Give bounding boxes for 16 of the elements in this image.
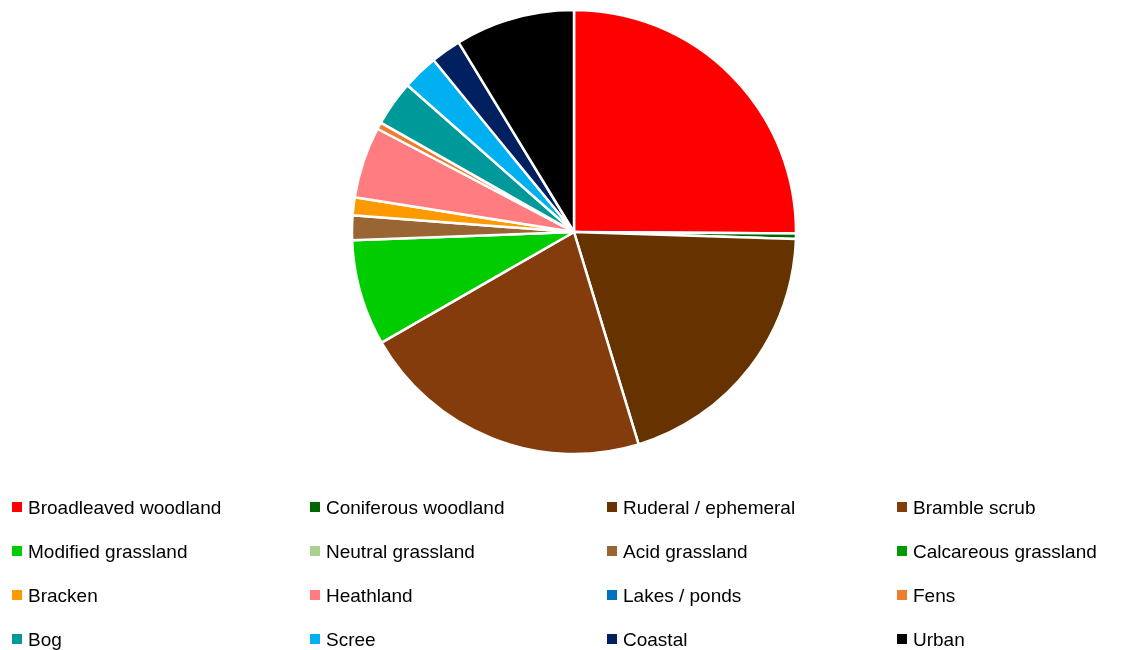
legend-label: Urban	[913, 628, 965, 650]
legend-label: Calcareous grassland	[913, 540, 1097, 562]
legend-label: Ruderal / ephemeral	[623, 496, 796, 518]
legend-label: Neutral grassland	[326, 540, 475, 562]
legend-label: Bramble scrub	[913, 496, 1036, 518]
legend-label: Coniferous woodland	[326, 496, 505, 518]
legend-label: Broadleaved woodland	[28, 496, 222, 518]
legend-label: Lakes / ponds	[623, 584, 742, 606]
legend-label: Scree	[326, 628, 376, 650]
legend-label: Acid grassland	[623, 540, 748, 562]
legend-label: Modified grassland	[28, 540, 188, 562]
legend-label: Bog	[28, 628, 62, 650]
legend-label: Coastal	[623, 628, 688, 650]
legend-label: Bracken	[28, 584, 98, 606]
legend-label: Fens	[913, 584, 956, 606]
legend-label: Heathland	[326, 584, 413, 606]
